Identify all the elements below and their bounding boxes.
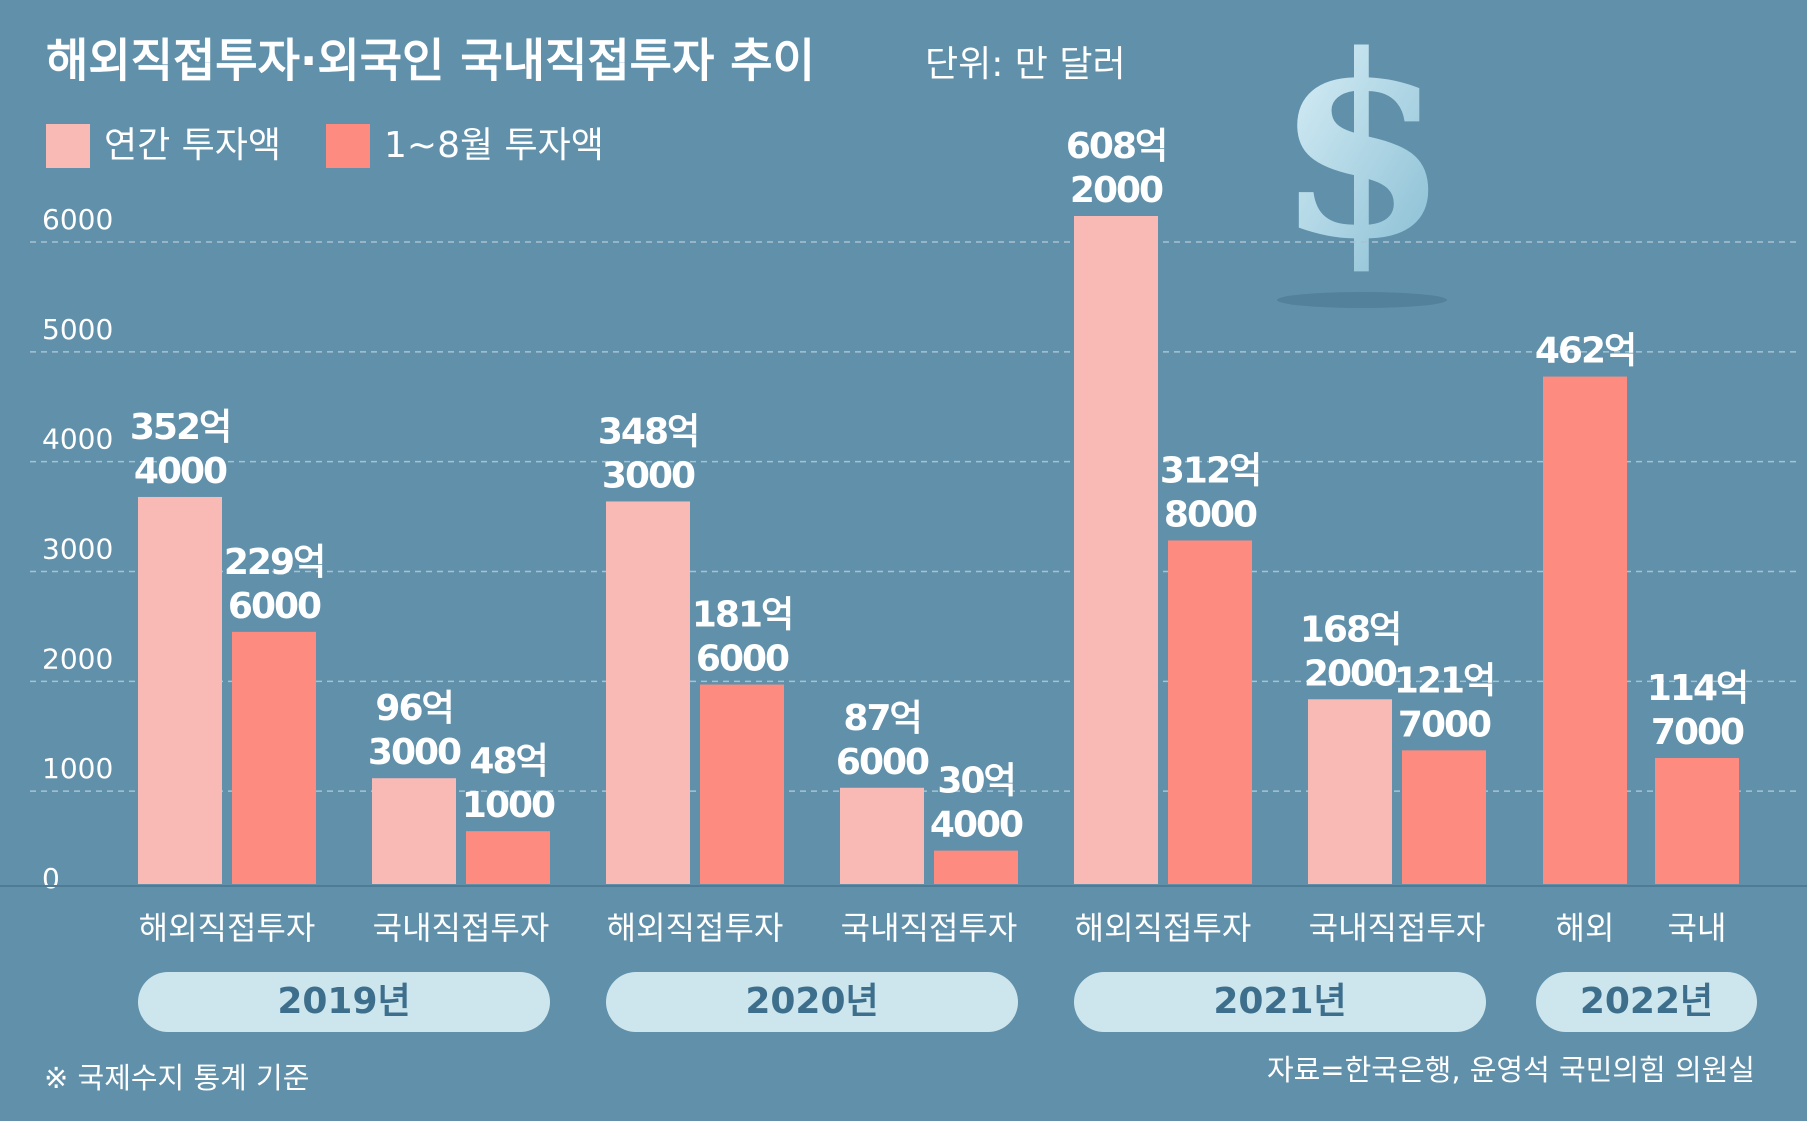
year-pill [606,972,1018,1032]
x-tick-label: 국내직접투자 [841,909,1018,947]
value-label: 96억 [375,688,452,729]
y-tick-label: 3000 [42,533,113,566]
value-label: 462억 [1535,331,1635,372]
year-pill [1536,972,1757,1032]
year-pill [138,972,550,1032]
bar [138,496,222,884]
y-tick-label: 5000 [42,313,113,346]
value-label: 3000 [602,455,695,496]
bar [1402,750,1486,884]
y-tick-label: 4000 [42,423,113,456]
year-pill [1074,972,1486,1032]
bar [700,684,784,884]
value-label: 30억 [937,761,1014,802]
value-label: 48억 [469,741,546,782]
legend-swatch [46,124,90,168]
value-label: 3000 [368,732,461,773]
y-tick-label: 1000 [42,752,113,785]
value-label: 87억 [843,698,920,739]
value-label: 352억 [130,407,230,448]
value-label: 4000 [134,451,227,492]
chart-title: 해외직접투자·외국인 국내직접투자 추이 [46,34,815,88]
value-label: 121억 [1394,660,1494,701]
dollar-shadow [1277,292,1447,308]
bar [606,501,690,884]
bar [372,778,456,884]
bar [232,631,316,884]
bar [1308,699,1392,884]
legend-swatch [326,124,370,168]
y-tick-label: 2000 [42,642,113,675]
bar [1543,376,1627,884]
value-label: 6000 [696,639,789,680]
value-label: 1000 [462,785,555,826]
x-tick-label: 국내직접투자 [1309,909,1486,947]
x-tick-label: 해외직접투자 [607,909,784,947]
legend-label: 1~8월 투자액 [384,125,604,166]
value-label: 181억 [692,595,792,636]
y-tick-label: 6000 [42,203,113,236]
year-label: 2022년 [1580,981,1713,1022]
legend-label: 연간 투자액 [104,125,281,166]
bar [840,787,924,884]
value-label: 2000 [1304,653,1397,694]
bar [1655,758,1739,884]
x-tick-label: 국내직접투자 [373,909,550,947]
bar [934,850,1018,884]
value-label: 4000 [930,805,1023,846]
value-label: 312억 [1160,450,1260,491]
year-label: 2019년 [277,981,410,1022]
bar [1074,215,1158,885]
value-label: 8000 [1164,494,1257,535]
year-label: 2020년 [745,981,878,1022]
x-tick-label: 해외직접투자 [1075,909,1252,947]
bar [466,831,550,884]
value-label: 114억 [1647,668,1747,709]
note: ※ 국제수지 통계 기준 [44,1061,309,1095]
value-label: 2000 [1070,170,1163,211]
x-tick-label: 국내 [1668,909,1727,947]
year-label: 2021년 [1213,981,1346,1022]
chart-subtitle: 단위: 만 달러 [925,44,1126,85]
x-tick-label: 해외직접투자 [139,909,316,947]
value-label: 6000 [836,742,929,783]
value-label: 348억 [598,411,698,452]
bar [1168,540,1252,884]
y-tick-label: 0 [42,862,60,895]
value-label: 7000 [1398,704,1491,745]
dollar-icon: $ [1275,0,1449,294]
value-label: 168억 [1300,609,1400,650]
value-label: 6000 [228,586,321,627]
value-label: 608억 [1066,126,1166,167]
x-tick-label: 해외 [1556,909,1615,947]
source: 자료=한국은행, 윤영석 국민의힘 의원실 [1267,1053,1755,1087]
value-label: 7000 [1651,712,1744,753]
value-label: 229억 [224,542,324,583]
